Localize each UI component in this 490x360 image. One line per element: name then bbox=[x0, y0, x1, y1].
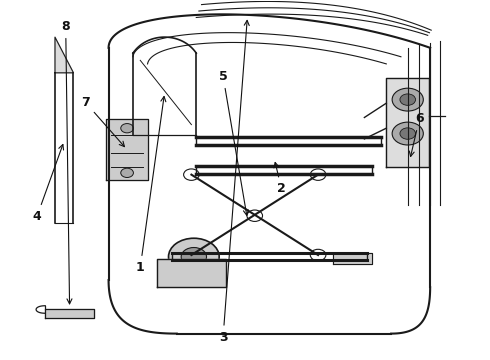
Polygon shape bbox=[45, 309, 94, 318]
Text: 8: 8 bbox=[61, 20, 72, 304]
Circle shape bbox=[121, 168, 133, 177]
Circle shape bbox=[400, 128, 416, 139]
Text: 3: 3 bbox=[219, 21, 249, 344]
Polygon shape bbox=[55, 37, 74, 73]
Text: 1: 1 bbox=[136, 96, 166, 274]
Polygon shape bbox=[157, 258, 225, 287]
Circle shape bbox=[310, 249, 326, 261]
Circle shape bbox=[247, 210, 263, 221]
Text: 6: 6 bbox=[409, 112, 424, 157]
Text: 7: 7 bbox=[81, 96, 124, 147]
Circle shape bbox=[310, 169, 326, 180]
Polygon shape bbox=[386, 78, 429, 167]
Circle shape bbox=[400, 94, 416, 105]
Circle shape bbox=[169, 238, 219, 275]
Text: 5: 5 bbox=[219, 70, 248, 215]
Polygon shape bbox=[106, 119, 147, 180]
Circle shape bbox=[392, 88, 423, 111]
Circle shape bbox=[392, 122, 423, 145]
Text: 2: 2 bbox=[274, 162, 286, 195]
Polygon shape bbox=[333, 252, 372, 264]
Text: 4: 4 bbox=[32, 144, 64, 223]
Circle shape bbox=[181, 248, 206, 266]
Circle shape bbox=[121, 123, 133, 133]
Circle shape bbox=[184, 169, 199, 180]
